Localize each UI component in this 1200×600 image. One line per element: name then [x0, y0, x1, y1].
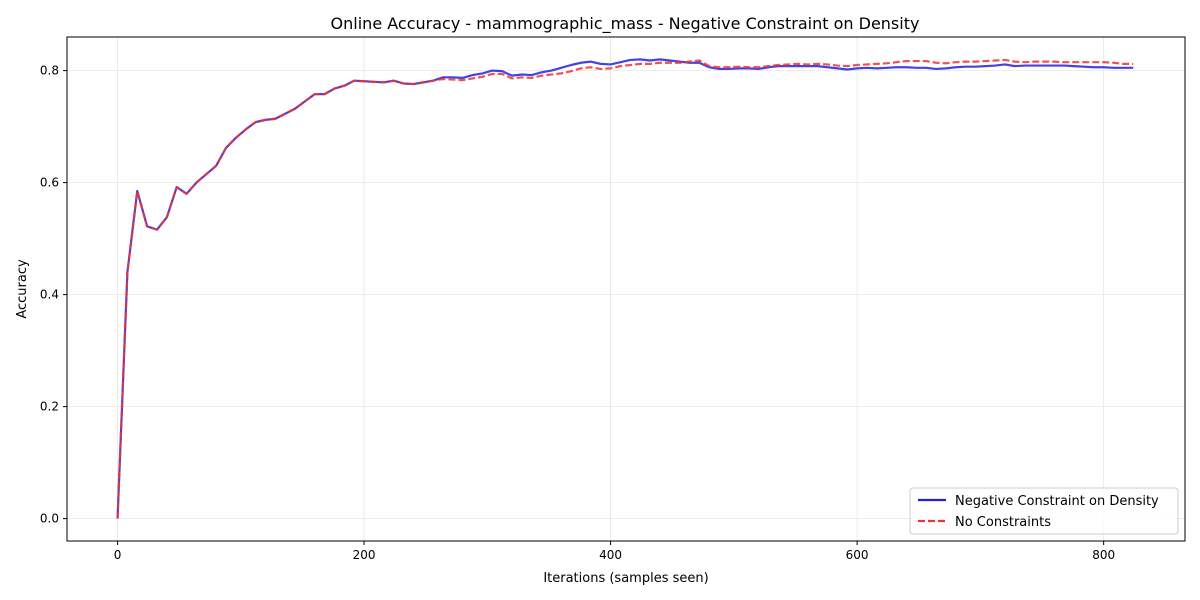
y-tick-label: 0.8 [40, 64, 59, 78]
y-axis-ticks: 0.0 0.2 0.4 0.6 0.8 [40, 64, 67, 526]
y-tick-label: 0.2 [40, 400, 59, 414]
y-tick-label: 0.6 [40, 176, 59, 190]
x-tick-label: 400 [599, 548, 622, 562]
legend: Negative Constraint on Density No Constr… [909, 487, 1179, 535]
series-line-negative-constraint [116, 58, 1134, 519]
y-tick-label: 0.0 [40, 512, 59, 526]
x-tick-label: 0 [114, 548, 122, 562]
chart-title: Online Accuracy - mammographic_mass - Ne… [331, 14, 920, 34]
legend-label-no-constraints: No Constraints [955, 515, 1051, 530]
legend-box [909, 487, 1179, 535]
x-axis-label: Iterations (samples seen) [543, 571, 708, 586]
series-line-no-constraints [116, 58, 1134, 519]
y-axis-label: Accuracy [15, 259, 30, 319]
x-tick-label: 600 [846, 548, 869, 562]
x-tick-label: 800 [1092, 548, 1115, 562]
legend-label-negative-constraint: Negative Constraint on Density [955, 494, 1159, 509]
plot-frame [66, 36, 1186, 542]
grid [67, 37, 1185, 541]
x-axis-ticks: 0 200 400 600 800 [114, 541, 1115, 562]
x-tick-label: 200 [353, 548, 376, 562]
y-tick-label: 0.4 [40, 288, 59, 302]
series-lines [116, 58, 1134, 519]
